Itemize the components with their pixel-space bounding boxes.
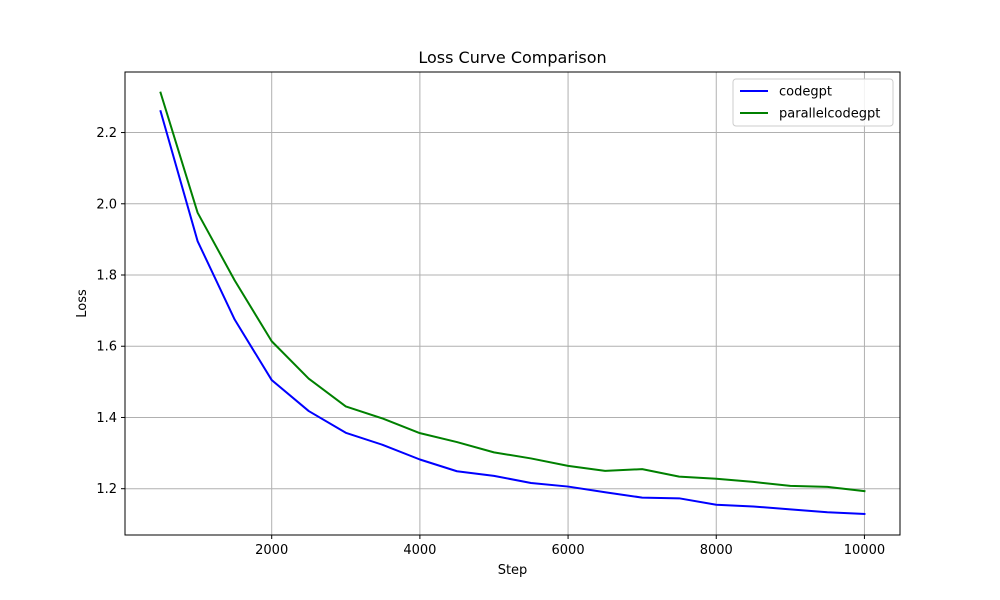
x-tick-label: 6000 bbox=[552, 543, 585, 558]
series-line-parallelcodegpt bbox=[159, 91, 866, 493]
axis-ticks: 2000 4000 6000 8000 10000 1.2 1.4 1.6 1.8 2.0 2.2 bbox=[96, 126, 885, 558]
chart-title: Loss Curve Comparison bbox=[418, 48, 606, 67]
x-tick-label: 10000 bbox=[844, 543, 885, 558]
x-tick-label: 2000 bbox=[255, 543, 288, 558]
y-tick-label: 1.2 bbox=[96, 482, 117, 497]
y-tick-label: 1.4 bbox=[96, 411, 117, 426]
x-tick-label: 8000 bbox=[700, 543, 733, 558]
plot-frame bbox=[124, 71, 901, 536]
grid-lines bbox=[125, 72, 900, 535]
legend-label-parallelcodegpt: parallelcodegpt bbox=[779, 107, 880, 122]
legend-label-codegpt: codegpt bbox=[779, 85, 832, 100]
y-axis-label: Loss bbox=[75, 289, 90, 318]
legend-box bbox=[732, 78, 894, 127]
x-tick-label: 4000 bbox=[403, 543, 436, 558]
series-lines bbox=[159, 91, 866, 516]
legend: codegpt parallelcodegpt bbox=[732, 78, 894, 127]
y-tick-label: 2.2 bbox=[96, 126, 117, 141]
y-tick-label: 1.8 bbox=[96, 269, 117, 284]
y-tick-label: 2.0 bbox=[96, 197, 117, 212]
y-tick-label: 1.6 bbox=[96, 340, 117, 355]
series-line-codegpt bbox=[159, 109, 866, 516]
x-axis-label: Step bbox=[498, 563, 528, 578]
